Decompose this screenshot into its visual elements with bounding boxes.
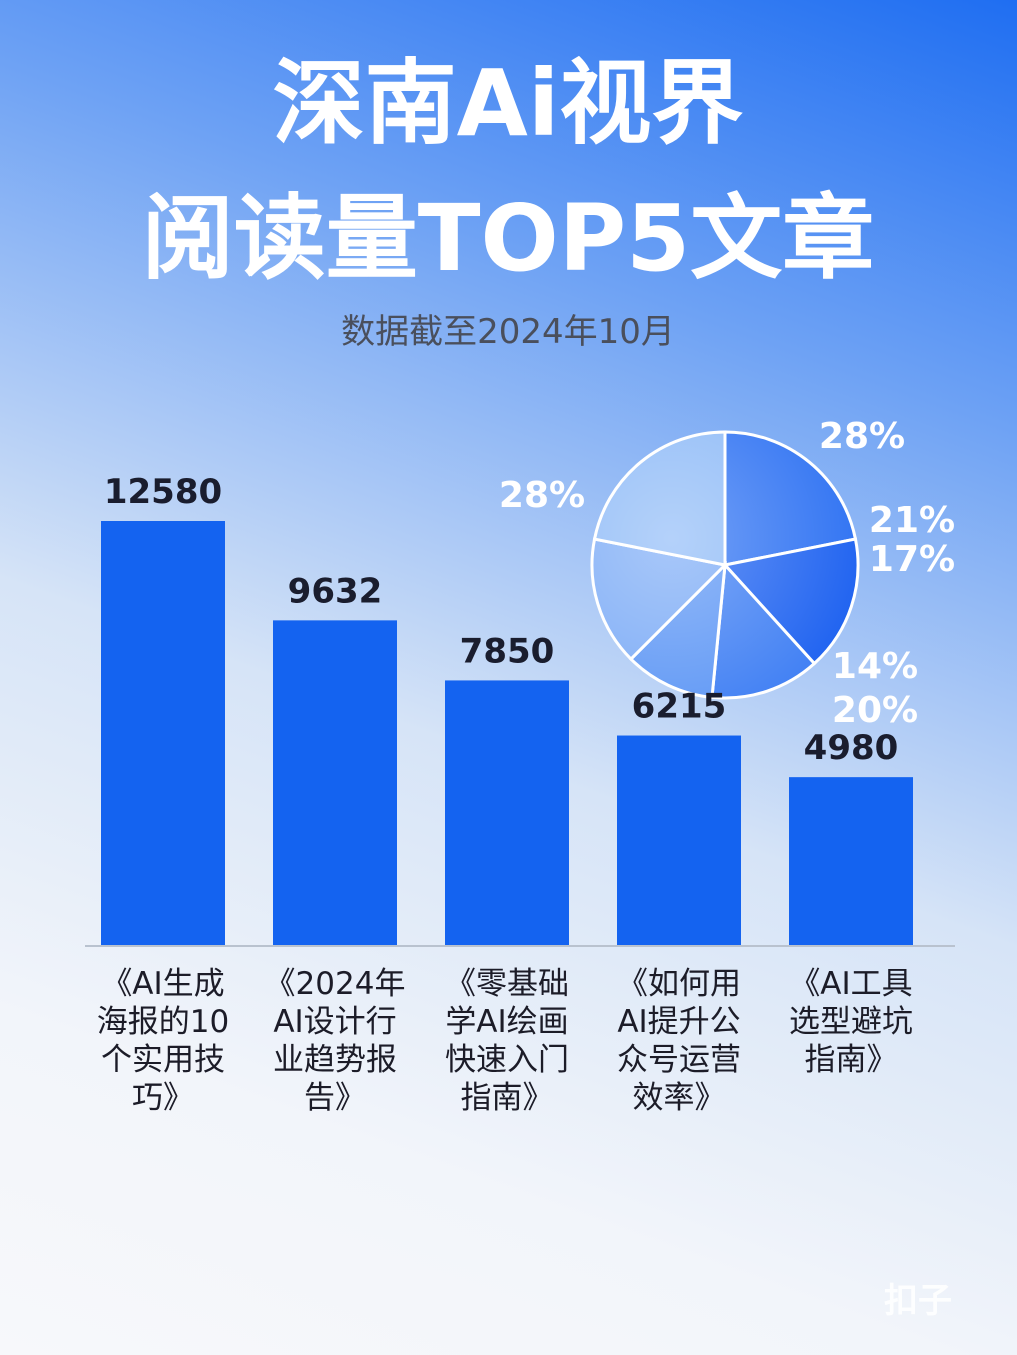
bar <box>445 680 569 945</box>
value-label: 7850 <box>460 631 555 671</box>
value-label: 12580 <box>104 472 222 512</box>
bar <box>101 521 225 945</box>
watermark: 扣子 <box>884 1281 952 1321</box>
category-label: 《如何用AI提升公众号运营效率》 <box>617 966 741 1116</box>
pie-label: 21% <box>869 500 955 541</box>
category-label: 《零基础学AI绘画快速入门指南》 <box>445 966 569 1116</box>
pie-label: 20% <box>832 690 918 731</box>
subtitle: 数据截至2024年10月 <box>341 312 675 352</box>
pie-label: 28% <box>499 475 585 516</box>
bar <box>789 777 913 945</box>
pie-label: 17% <box>869 539 955 580</box>
category-label: 《2024年AI设计行业趋势报告》 <box>264 966 406 1116</box>
bar <box>617 735 741 945</box>
pie-sheen <box>592 432 858 698</box>
value-label: 9632 <box>288 571 383 611</box>
title: 阅读量TOP5文章 <box>142 185 874 292</box>
category-label: 《AI工具选型避坑指南》 <box>789 966 913 1078</box>
value-label: 4980 <box>804 728 899 768</box>
category-label: 《AI生成海报的10个实用技巧》 <box>96 966 230 1116</box>
title: 深南Ai视界 <box>273 50 744 157</box>
value-label: 6215 <box>632 687 727 727</box>
bar <box>273 620 397 945</box>
pie <box>590 430 860 700</box>
pie-label: 14% <box>832 646 918 687</box>
pie-label: 28% <box>819 416 905 457</box>
